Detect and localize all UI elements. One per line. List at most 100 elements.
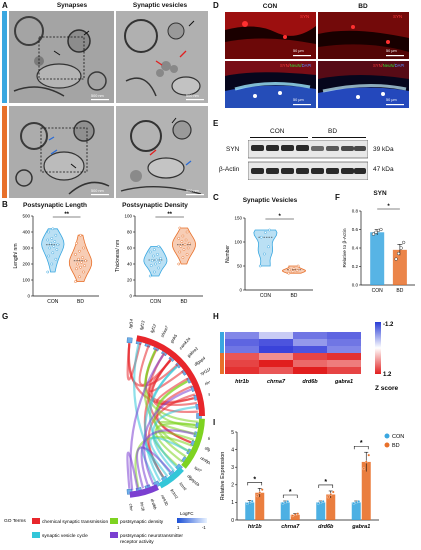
data-point bbox=[321, 500, 325, 503]
e-row-actin: β-Actin bbox=[219, 166, 240, 173]
data-point bbox=[76, 262, 79, 266]
data-point bbox=[52, 245, 56, 248]
data-point bbox=[296, 264, 300, 268]
heat-cell bbox=[259, 360, 293, 367]
gene-label: fgf13 bbox=[139, 320, 146, 331]
gene-label: dlgap1b bbox=[186, 473, 201, 487]
significance-label: ** bbox=[167, 212, 172, 218]
go-arc bbox=[158, 466, 184, 489]
go-legend: GO Terms chemical synaptic transmission po… bbox=[4, 511, 207, 545]
data-point bbox=[178, 250, 182, 254]
go-arc bbox=[129, 484, 159, 498]
y-tick-label: 150 bbox=[234, 216, 242, 221]
y-tick-label: 20 bbox=[127, 278, 133, 283]
heat-gene-label: chrna7 bbox=[267, 379, 286, 385]
heat-cell bbox=[259, 346, 293, 353]
d-title-bd: BD bbox=[358, 3, 368, 10]
go-legend-label: chemical synaptic transmission bbox=[42, 519, 108, 525]
gene-label: fgf12 bbox=[149, 323, 157, 334]
legend-label-con: CON bbox=[392, 434, 404, 440]
data-point bbox=[157, 245, 160, 248]
zscore-title: Z score bbox=[375, 385, 399, 392]
zscore-colorbar bbox=[375, 322, 381, 374]
d-scalebar-3: 50 μm bbox=[293, 98, 304, 102]
data-point bbox=[286, 500, 290, 503]
y-tick-label: 4 bbox=[231, 447, 234, 453]
heat-cell bbox=[225, 353, 259, 360]
data-point bbox=[255, 494, 259, 498]
y-tick-label: 0.8 bbox=[352, 209, 359, 214]
go-arc bbox=[136, 335, 205, 416]
panel-label-e: E bbox=[213, 119, 219, 128]
data-point bbox=[291, 270, 295, 274]
heat-cell bbox=[327, 346, 361, 353]
go-legend-swatch bbox=[32, 532, 40, 538]
y-tick-label: 3 bbox=[231, 465, 234, 471]
chart-syn-relative: 0.0 0.2 0.4 0.6 0.8 Relative to β-Actin CON BD * bbox=[342, 204, 415, 294]
heat-cell bbox=[293, 346, 327, 353]
significance-label: * bbox=[289, 489, 292, 496]
bar-con bbox=[370, 232, 385, 285]
heat-gene-label: drd6b bbox=[302, 379, 318, 385]
go-legend-label: postsynaptic neurotransmitter bbox=[120, 533, 183, 539]
d-merge-neun-bd: NeuN/ bbox=[382, 63, 395, 68]
y-tick-label: 400 bbox=[22, 230, 30, 235]
bar-con-chrna7 bbox=[280, 502, 290, 520]
y-axis-label: Thickness/ nm bbox=[115, 240, 121, 272]
heat-cell bbox=[225, 367, 259, 374]
data-point bbox=[156, 253, 159, 256]
chord-link bbox=[151, 405, 196, 472]
f-title: SYN bbox=[373, 190, 387, 197]
chart-postsynaptic-density: 0 20 40 60 80 100 Thickness/ nm CON BD ** bbox=[115, 212, 203, 305]
bar-bd-chrna7 bbox=[290, 514, 300, 520]
data-point bbox=[50, 262, 54, 266]
data-point bbox=[158, 261, 161, 264]
logfc-tick: 1 bbox=[177, 525, 180, 530]
gene-label: dlgap1a bbox=[204, 445, 210, 455]
data-point bbox=[177, 237, 181, 240]
go-legend-label: synaptic vesicle cycle bbox=[42, 533, 88, 539]
data-point bbox=[371, 232, 376, 236]
gene-label: drd6b bbox=[150, 498, 158, 510]
chord-link bbox=[126, 451, 139, 490]
data-point bbox=[46, 238, 50, 242]
data-point bbox=[263, 252, 266, 256]
chart-relative-expression: 0 1 2 3 4 5 Relative Expression * htr1b * chrna7 * d… bbox=[220, 430, 404, 530]
d-scalebar-1: 50 μm bbox=[293, 49, 304, 53]
x-tick-label: BD bbox=[77, 299, 84, 305]
x-tick-label: htr1b bbox=[248, 524, 262, 530]
data-point bbox=[288, 268, 292, 272]
chord-link bbox=[153, 380, 188, 458]
bar-con-gabra1 bbox=[351, 502, 361, 520]
chord-link bbox=[129, 354, 165, 491]
western-blot bbox=[248, 140, 368, 180]
d-merge-neun: NeuN/ bbox=[289, 63, 302, 68]
d-merge-syn-bd: SYN/ bbox=[373, 63, 383, 68]
chord-link bbox=[140, 429, 195, 487]
em-image-con-synapse: 500 nm bbox=[9, 11, 114, 103]
gene-label: gabra1 bbox=[186, 346, 199, 359]
data-point bbox=[46, 270, 50, 274]
gene-label: shank1 bbox=[208, 389, 210, 397]
d-merge-label-bd: SYN/NeuN/DAPI bbox=[373, 63, 404, 68]
d-scalebar-2: 50 μm bbox=[386, 49, 397, 53]
data-point bbox=[316, 502, 320, 505]
heat-cell bbox=[259, 332, 293, 339]
if-image-bd-syn: SYN 50 μm bbox=[318, 12, 409, 59]
y-tick-label: 60 bbox=[127, 246, 133, 251]
gene-label: shisa7 bbox=[159, 324, 169, 338]
data-point bbox=[49, 241, 53, 245]
heat-cell bbox=[327, 332, 361, 339]
violin-bd bbox=[68, 234, 93, 282]
y-tick-label: 300 bbox=[22, 246, 30, 251]
data-point bbox=[74, 253, 77, 256]
data-point bbox=[287, 271, 291, 275]
heat-cell bbox=[259, 353, 293, 360]
data-point bbox=[281, 502, 285, 505]
a-con-group-bar bbox=[2, 11, 7, 103]
data-point bbox=[79, 265, 82, 269]
heat-cell bbox=[225, 360, 259, 367]
zscore-max: 1.2 bbox=[383, 372, 392, 378]
d-syn-label-con: SYN bbox=[300, 14, 310, 19]
